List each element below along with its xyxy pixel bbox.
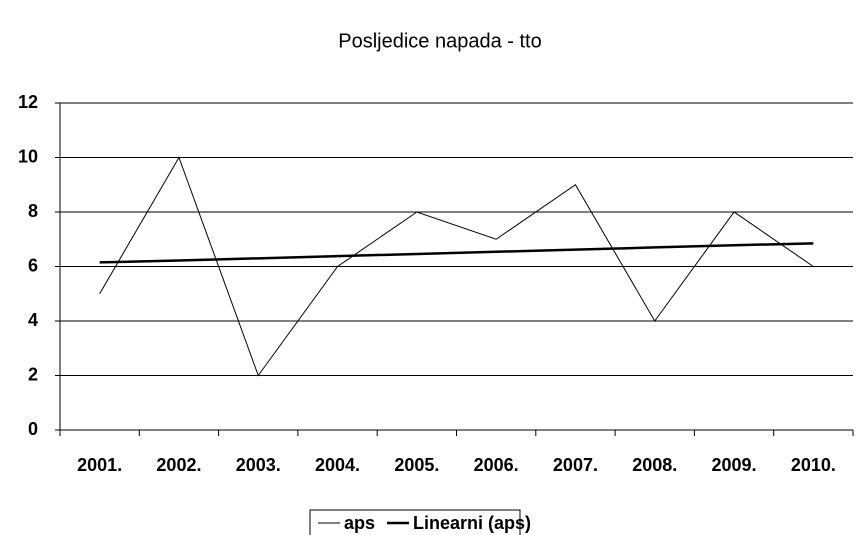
x-tick-label: 2006. — [474, 455, 519, 475]
x-tick-label: 2007. — [553, 455, 598, 475]
x-tick-label: 2002. — [156, 455, 201, 475]
x-tick-label: 2003. — [236, 455, 281, 475]
y-tick-label: 10 — [18, 146, 38, 166]
y-tick-label: 6 — [28, 255, 38, 275]
x-tick-label: 2004. — [315, 455, 360, 475]
legend-box — [309, 509, 521, 535]
chart-title: Posljedice napada - tto — [338, 30, 541, 52]
y-tick-label: 12 — [18, 92, 38, 112]
x-tick-label: 2010. — [791, 455, 836, 475]
legend: aps Linearni (aps) — [309, 509, 531, 535]
series-line — [99, 242, 814, 264]
y-tick-label: 0 — [28, 419, 38, 439]
x-tick-label: 2005. — [394, 455, 439, 475]
y-tick-label: 8 — [28, 201, 38, 221]
legend-label: aps — [344, 513, 375, 533]
y-tick-label: 2 — [28, 364, 38, 384]
legend-label: Linearni (aps) — [413, 513, 531, 533]
x-tick-label: 2001. — [77, 455, 122, 475]
series-line — [99, 156, 814, 377]
x-tick-label: 2009. — [712, 455, 757, 475]
x-tick-label: 2008. — [632, 455, 677, 475]
y-tick-label: 4 — [28, 310, 38, 330]
